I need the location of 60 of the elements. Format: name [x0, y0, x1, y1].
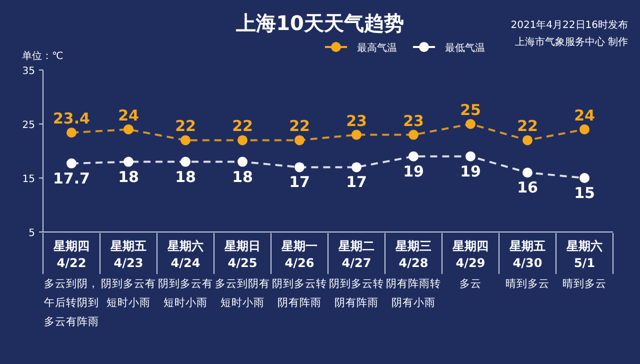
data-label: 24 [574, 106, 595, 124]
x-tick-label: 星期日 4/25 多云到阴有短时小雨 [215, 239, 270, 309]
data-label: 19 [460, 162, 481, 180]
point [466, 119, 476, 129]
point [124, 156, 134, 167]
x-tick-label: 星期三 4/28 阴有阵雨转阴有小雨 [386, 239, 441, 309]
data-label: 22 [517, 117, 538, 136]
data-label: 18 [118, 168, 139, 186]
text: 上海市气象服务中心 制作 [514, 36, 628, 48]
x-tick-label: 星期六 4/24 阴到多云有短时小雨 [158, 239, 213, 309]
data-label: 17 [346, 173, 367, 192]
data-label: 17 [289, 173, 310, 192]
x-tick-label: 星期二 4/27 阴到多云转阴有阵雨 [329, 239, 384, 309]
point [522, 135, 532, 146]
x-tick-label: 星期四 4/22 多云到阴，午后转阴到多云有阵雨 [44, 239, 99, 328]
point [238, 156, 248, 167]
point [466, 151, 476, 162]
point [408, 130, 418, 140]
x-tick-label: 星期五 4/30 晴到多云 [506, 239, 550, 290]
legend-label: 最高气温 [357, 42, 397, 54]
point [294, 135, 304, 146]
point [66, 158, 76, 168]
data-label: 23.4 [52, 110, 90, 128]
y-tick-label: 5 [28, 228, 35, 239]
point [352, 130, 362, 140]
text: 2021年4月22日16时发布 [510, 19, 628, 31]
x-tick-label: 星期一 4/26 阴到多云转阴有阵雨 [272, 239, 327, 309]
y-tick-label: 25 [22, 120, 35, 131]
data-label: 18 [232, 168, 253, 186]
x-tick-label: 星期五 4/23 阴到多云有短时小雨 [101, 239, 156, 309]
x-tick-label: 星期四 4/29 多云 [452, 239, 488, 290]
chart-title: 上海10天天气趋势 [235, 11, 404, 35]
data-label: 23 [403, 112, 424, 130]
data-label: 22 [289, 117, 310, 136]
point [580, 124, 590, 134]
data-label: 17.7 [52, 169, 90, 188]
data-label: 23 [346, 112, 367, 130]
point [180, 156, 190, 167]
data-label: 22 [232, 117, 253, 136]
x-tick-label: 星期六 5/1 晴到多云 [562, 239, 606, 290]
data-label: 19 [403, 162, 424, 180]
legend-label: 最低气温 [445, 42, 485, 54]
point [352, 162, 362, 172]
point [522, 168, 532, 178]
data-label: 16 [517, 178, 538, 197]
point [294, 162, 304, 172]
data-label: 25 [460, 101, 481, 119]
data-label: 15 [574, 184, 595, 202]
y-tick-label: 15 [22, 174, 35, 185]
point [408, 151, 418, 162]
data-label: 24 [118, 106, 139, 124]
y-tick-label: 35 [22, 66, 35, 77]
data-label: 22 [175, 117, 196, 136]
point [66, 128, 76, 138]
point [180, 135, 190, 146]
y-axis-title: 单位：℃ [22, 50, 64, 62]
data-label: 18 [175, 168, 196, 186]
point [238, 135, 248, 146]
point [124, 124, 134, 134]
point [580, 173, 590, 183]
